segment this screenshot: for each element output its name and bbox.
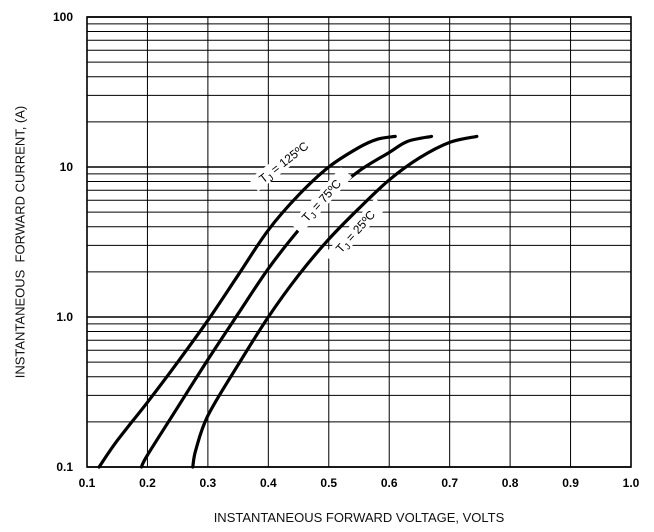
x-tick-label: 0.9 — [562, 476, 579, 490]
x-axis-title: INSTANTANEOUS FORWARD VOLTAGE, VOLTS — [213, 510, 505, 525]
plot-frame — [86, 16, 632, 468]
x-tick-label: 0.4 — [260, 476, 277, 490]
x-tick-label: 1.0 — [623, 476, 640, 490]
y-tick-label: 0.1 — [56, 460, 73, 474]
series-label-rest: = 125ºC — [266, 139, 312, 179]
series-label-bg — [290, 167, 353, 234]
series-label-text: TJ = 75ºC — [299, 176, 346, 226]
series-label-text: TJ = 25ºC — [333, 207, 380, 257]
x-tick-label: 0.7 — [441, 476, 458, 490]
y-tick-label: 1.0 — [56, 310, 73, 324]
x-tick-label: 0.8 — [502, 476, 519, 490]
series-label-bg — [248, 132, 319, 192]
x-tick-label: 0.3 — [200, 476, 217, 490]
series-label-bg — [324, 198, 387, 265]
x-tick-label: 0.6 — [381, 476, 398, 490]
x-tick-label: 0.1 — [79, 476, 96, 490]
x-tick-label: 0.5 — [320, 476, 337, 490]
series-label-sub: J — [266, 172, 276, 183]
series-label-text: TJ = 125ºC — [256, 139, 312, 188]
series-label-sub: J — [342, 241, 352, 251]
y-axis-title: INSTANTANEOUS FORWARD CURRENT, (A) — [12, 105, 28, 379]
y-tick-label: 10 — [60, 160, 74, 174]
series-line-3 — [191, 134, 479, 469]
series-line-1 — [97, 134, 397, 469]
x-tick-label: 0.2 — [139, 476, 156, 490]
y-tick-label: 100 — [53, 10, 73, 24]
series-line-2 — [139, 134, 434, 469]
series-label-sub: J — [308, 210, 318, 220]
